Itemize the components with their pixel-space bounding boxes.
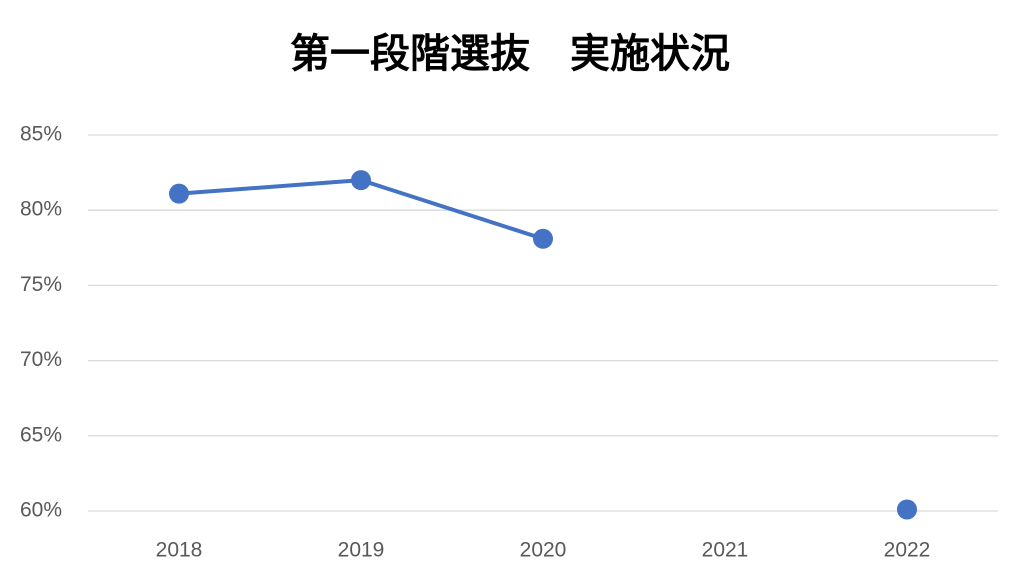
- point: [169, 183, 189, 204]
- y-tick-label: 75%: [20, 273, 62, 296]
- y-tick-label: 70%: [20, 348, 62, 371]
- point: [897, 499, 917, 520]
- x-tick-label: 2020: [520, 539, 567, 562]
- y-tick-label: 80%: [20, 198, 62, 221]
- y-tick-label: 60%: [20, 499, 62, 522]
- x-tick-label: 2021: [702, 539, 749, 562]
- point: [351, 170, 371, 191]
- x-tick-label: 2022: [884, 539, 931, 562]
- y-tick-label: 85%: [20, 123, 62, 146]
- y-tick-label: 65%: [20, 423, 62, 446]
- x-tick-label: 2019: [338, 539, 385, 562]
- point: [533, 228, 553, 249]
- chart-title: 第一段階選抜 実施状況: [290, 31, 730, 77]
- x-tick-label: 2018: [156, 539, 203, 562]
